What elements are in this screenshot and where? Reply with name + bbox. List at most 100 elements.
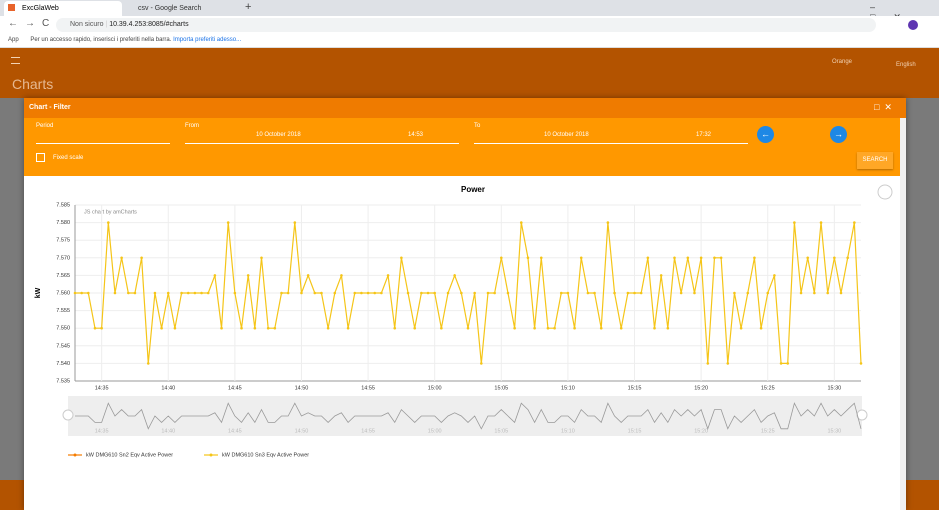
data-point	[633, 291, 636, 295]
data-point	[360, 291, 363, 295]
bookmarks-hint: Per un accesso rapido, inserisci i prefe…	[30, 37, 172, 43]
address-bar: ←→C Non sicuro | 10.39.4.253:8085/#chart…	[0, 16, 939, 34]
scrollbar-tick-label: 14:50	[295, 428, 309, 434]
data-point	[533, 326, 536, 330]
next-button[interactable]: →	[830, 126, 847, 143]
data-point	[486, 291, 490, 295]
data-point	[73, 291, 77, 295]
data-point	[413, 326, 417, 330]
data-point	[220, 326, 223, 330]
data-point	[586, 291, 590, 295]
data-point	[80, 291, 83, 295]
data-point	[346, 326, 350, 330]
data-point	[400, 256, 403, 260]
data-point	[579, 256, 583, 260]
data-point	[773, 274, 776, 277]
data-point	[619, 326, 623, 330]
data-point	[506, 291, 510, 295]
data-point	[833, 256, 836, 260]
apps-link[interactable]: App	[8, 37, 19, 43]
data-point	[719, 256, 723, 260]
y-tick-label: 7.580	[56, 220, 70, 226]
data-point	[273, 326, 277, 330]
data-point	[739, 326, 743, 330]
from-input[interactable]	[185, 143, 459, 144]
data-point	[559, 291, 563, 295]
to-time: 17:32	[696, 132, 712, 138]
y-tick-label: 7.570	[56, 255, 70, 261]
data-point	[300, 291, 303, 295]
scrollbar-tick-label: 15:10	[561, 428, 575, 434]
x-tick-label: 14:40	[161, 385, 175, 391]
omnibox[interactable]: Non sicuro | 10.39.4.253:8085/#charts	[56, 18, 876, 32]
favicon	[8, 4, 15, 11]
period-select[interactable]	[36, 143, 170, 144]
prev-button[interactable]: ←	[757, 126, 774, 143]
y-tick-label: 7.550	[56, 326, 70, 332]
to-input[interactable]	[474, 143, 748, 144]
new-tab[interactable]: +	[245, 1, 252, 13]
scrollbar-grip[interactable]	[62, 409, 74, 421]
data-point	[333, 291, 337, 295]
tab[interactable]: csv - Google Search	[124, 1, 242, 16]
data-point	[226, 221, 230, 224]
fixed-scale-label: Fixed scale	[53, 155, 84, 161]
separator: |	[105, 21, 110, 28]
data-point	[779, 362, 783, 365]
data-point	[180, 291, 183, 295]
data-point	[453, 274, 456, 277]
data-point	[813, 291, 816, 295]
fixed-scale-checkbox[interactable]	[36, 153, 45, 162]
data-point	[593, 291, 596, 295]
data-point	[260, 256, 263, 260]
theme-select[interactable]: Orange	[832, 59, 853, 65]
dialog-controls[interactable]: □ ✕	[874, 102, 892, 112]
language-select[interactable]: English	[896, 62, 916, 68]
data-point	[200, 291, 203, 295]
data-point	[213, 274, 217, 277]
scrollbar-tick-label: 15:30	[827, 428, 841, 434]
data-point	[606, 221, 610, 224]
data-point	[826, 291, 829, 295]
data-point	[699, 256, 703, 260]
data-point	[746, 291, 750, 295]
profile-avatar[interactable]	[908, 20, 918, 30]
data-point	[733, 291, 736, 295]
scrollbar-tick-label: 15:05	[494, 428, 508, 434]
data-point	[426, 291, 430, 295]
legend-marker	[73, 453, 77, 457]
data-point	[859, 362, 863, 365]
data-point	[320, 291, 323, 295]
tab-title: csv - Google Search	[138, 5, 202, 12]
data-point	[280, 291, 283, 295]
data-point	[500, 256, 503, 260]
search-button[interactable]: SEARCH	[857, 152, 893, 169]
x-tick-label: 14:45	[228, 385, 242, 391]
scrollbar-tick-label: 14:55	[361, 428, 375, 434]
data-point	[146, 362, 150, 365]
data-point	[480, 362, 483, 365]
y-tick-label: 7.535	[56, 378, 70, 384]
data-point	[460, 291, 463, 295]
dialog-titlebar: Chart - Filter □ ✕	[24, 98, 906, 118]
import-link[interactable]: Importa preferiti adesso...	[173, 37, 242, 43]
data-point	[793, 221, 796, 224]
data-point	[386, 274, 390, 277]
data-point	[846, 256, 849, 260]
y-tick-label: 7.545	[56, 343, 70, 349]
data-point	[819, 221, 823, 224]
data-point	[473, 291, 476, 295]
nav-buttons[interactable]: ←→C	[8, 18, 57, 29]
data-point	[286, 291, 290, 295]
data-point	[679, 291, 683, 295]
data-point	[193, 291, 197, 295]
tab[interactable]: ExcGlaWeb	[4, 1, 122, 16]
scrollbar-tick-label: 15:20	[694, 428, 708, 434]
app-header: Charts Orange English	[0, 48, 939, 98]
scrollbar-tick-label: 14:45	[228, 428, 242, 434]
menu-icon[interactable]	[11, 57, 20, 64]
export-button[interactable]	[877, 184, 893, 200]
x-tick-label: 15:30	[827, 385, 841, 391]
